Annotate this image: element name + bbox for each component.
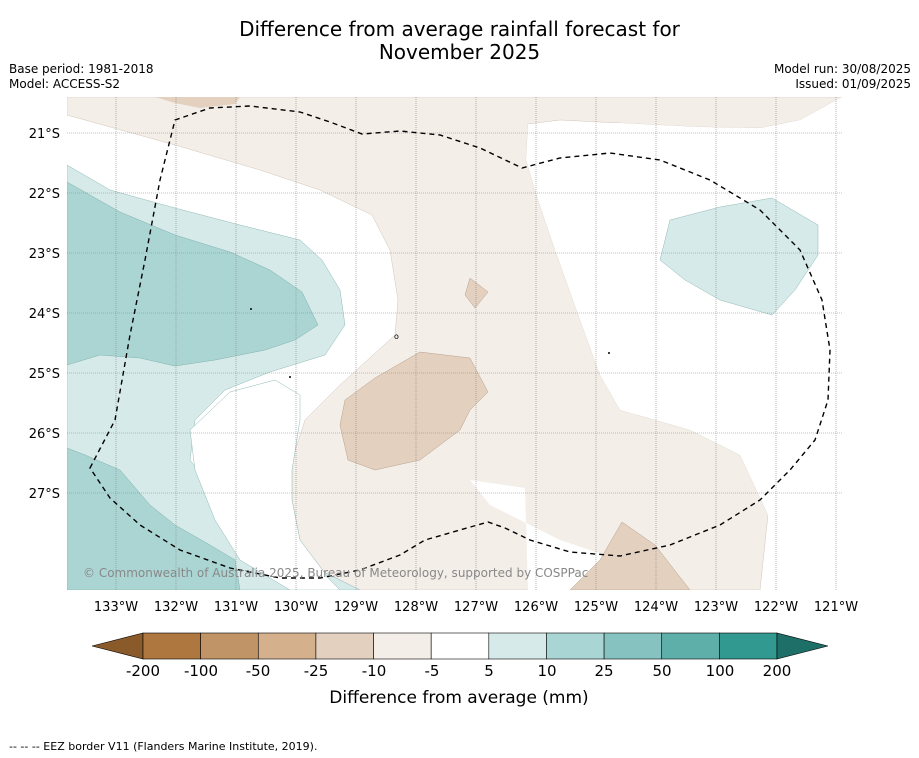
island-marker	[250, 308, 252, 310]
lat-label: 21°S	[29, 127, 60, 142]
colorbar-segment	[488, 632, 547, 660]
lon-label: 129°W	[334, 600, 378, 615]
model-run: Model run: 30/08/2025	[773, 62, 911, 76]
lon-label: 127°W	[454, 600, 498, 615]
footer-legend: -- -- -- EEZ border V11 (Flanders Marine…	[9, 740, 318, 753]
meta-right: Model run: 30/08/2025 Issued: 01/09/2025	[774, 62, 911, 92]
contour-neutral-south	[470, 480, 620, 590]
lon-label: 124°W	[634, 600, 678, 615]
lon-label: 126°W	[514, 600, 558, 615]
colorbar-tick-label: 10	[537, 662, 556, 680]
island-marker	[289, 376, 291, 378]
lon-label: 122°W	[754, 600, 798, 615]
colorbar-segment	[719, 632, 778, 660]
colorbar-tick-label: -50	[246, 662, 271, 680]
eez-border	[89, 105, 831, 579]
contour-wet-medium-west	[67, 181, 319, 367]
base-period: Base period: 1981-2018	[9, 62, 154, 76]
contour-dry-light-north	[67, 97, 842, 590]
lon-label: 133°W	[94, 600, 138, 615]
lon-label: 132°W	[154, 600, 198, 615]
lon-label: 123°W	[694, 600, 738, 615]
colorbar-title: Difference from average (mm)	[329, 688, 588, 708]
lon-label: 131°W	[214, 600, 258, 615]
lat-label: 26°S	[29, 427, 60, 442]
colorbar-tick-label: 5	[484, 662, 494, 680]
colorbar-tick-labels: -200 -100 -50 -25 -10 -5 5 10 25 50 100 …	[126, 662, 791, 680]
contour-dry-medium-south	[569, 521, 691, 590]
colorbar-tick-label: -100	[184, 662, 218, 680]
contour-wet-medium-southwest	[67, 447, 241, 590]
colorbar-tick-label: -10	[362, 662, 387, 680]
lon-gridlines	[115, 97, 837, 590]
contour-dry-medium-small	[464, 277, 489, 309]
lat-label: 25°S	[29, 367, 60, 382]
colorbar-segment	[603, 632, 663, 660]
island-marker: o	[394, 332, 399, 341]
copyright-text: © Commonwealth of Australia 2025, Bureau…	[83, 566, 588, 580]
issued-date: Issued: 01/09/2025	[795, 77, 911, 91]
colorbar-segment	[546, 632, 605, 660]
island-marker	[608, 352, 610, 354]
colorbar-segment	[373, 632, 432, 660]
colorbar-tick-label: 25	[594, 662, 613, 680]
colorbar-segment	[142, 632, 201, 660]
title-line-1: Difference from average rainfall forecas…	[239, 17, 680, 41]
contour-dry-medium-central	[339, 351, 489, 471]
lat-label: 27°S	[29, 487, 60, 502]
contour-neutral-pocket	[189, 379, 341, 590]
contour-wet-light-east	[659, 197, 819, 316]
lat-label: 23°S	[29, 247, 60, 262]
meta-left: Base period: 1981-2018 Model: ACCESS-S2	[9, 62, 154, 92]
colorbar-arrow-left	[91, 632, 144, 660]
title-line-2: November 2025	[378, 40, 541, 64]
colorbar-segment	[200, 632, 259, 660]
colorbar-tick-label: 100	[706, 662, 735, 680]
lat-labels: 21°S 22°S 23°S 24°S 25°S 26°S 27°S	[29, 127, 60, 502]
rainfall-contours	[67, 97, 842, 590]
colorbar-arrow-right	[776, 632, 829, 660]
lat-label: 24°S	[29, 307, 60, 322]
lon-label: 121°W	[814, 600, 858, 615]
colorbar-segment	[257, 632, 317, 660]
colorbar-tick-label: -25	[304, 662, 329, 680]
model-name: Model: ACCESS-S2	[9, 77, 121, 91]
colorbar-segment	[661, 632, 720, 660]
colorbar-tick-label: -5	[425, 662, 440, 680]
colorbar-tick-label: 50	[652, 662, 671, 680]
lon-label: 128°W	[394, 600, 438, 615]
lon-labels: 133°W 132°W 131°W 130°W 129°W 128°W 127°…	[94, 600, 858, 615]
colorbar	[91, 632, 829, 660]
colorbar-segment	[315, 632, 374, 660]
colorbar-tick-label: 200	[763, 662, 792, 680]
map-title: Difference from average rainfall forecas…	[0, 18, 919, 64]
lat-label: 22°S	[29, 187, 60, 202]
colorbar-tick-label: -200	[126, 662, 160, 680]
lon-label: 125°W	[574, 600, 618, 615]
lon-label: 130°W	[274, 600, 318, 615]
colorbar-segment	[430, 632, 490, 660]
